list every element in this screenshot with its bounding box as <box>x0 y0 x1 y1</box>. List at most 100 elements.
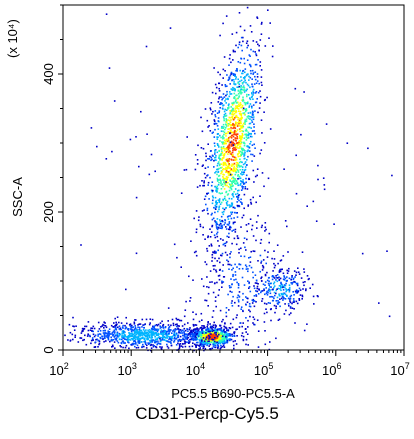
data-point <box>235 212 238 214</box>
data-point <box>178 338 181 341</box>
data-point <box>255 294 257 296</box>
data-point <box>221 252 224 255</box>
data-point <box>213 119 216 121</box>
data-point <box>206 286 208 288</box>
data-point <box>273 304 276 307</box>
data-point <box>271 55 274 58</box>
data-point <box>257 330 260 332</box>
data-point <box>222 93 225 95</box>
data-point <box>214 159 216 161</box>
data-point <box>169 341 172 343</box>
data-point <box>205 338 207 340</box>
data-point <box>133 331 136 333</box>
data-point <box>222 168 225 170</box>
data-point <box>249 218 252 220</box>
data-point <box>150 333 152 335</box>
data-point <box>305 289 307 292</box>
data-point <box>274 311 276 314</box>
data-point <box>223 325 225 328</box>
data-point <box>237 175 239 177</box>
data-point <box>221 157 224 159</box>
data-point <box>240 86 242 89</box>
data-point <box>103 321 105 323</box>
data-point <box>116 323 118 326</box>
data-point <box>202 164 204 166</box>
data-point <box>220 136 222 139</box>
data-point <box>251 302 254 304</box>
data-point <box>183 340 186 342</box>
data-point <box>285 290 288 293</box>
data-point <box>122 324 124 327</box>
data-point <box>223 329 225 332</box>
data-point <box>294 290 297 293</box>
data-point <box>280 282 282 285</box>
data-point <box>217 342 220 345</box>
data-point <box>229 83 231 85</box>
data-point <box>232 196 235 198</box>
data-point <box>183 338 186 341</box>
data-point <box>223 208 226 211</box>
data-point <box>221 282 223 284</box>
data-point <box>224 164 226 166</box>
data-point <box>220 130 223 132</box>
data-point <box>248 282 250 285</box>
data-point <box>233 96 236 98</box>
data-point <box>195 231 198 234</box>
data-point <box>159 346 161 348</box>
data-point <box>230 187 233 190</box>
data-point <box>217 249 219 252</box>
data-point <box>193 343 196 346</box>
data-point <box>241 132 244 135</box>
data-point <box>96 338 98 341</box>
data-point <box>229 334 232 336</box>
data-point <box>241 216 244 219</box>
data-point <box>240 153 243 155</box>
data-point <box>241 104 244 107</box>
data-point <box>133 343 135 345</box>
data-point <box>227 263 229 266</box>
data-point <box>296 292 299 294</box>
data-point <box>255 301 257 303</box>
data-point <box>124 334 127 336</box>
data-point <box>241 153 244 155</box>
data-point <box>238 143 241 145</box>
data-point <box>137 338 140 341</box>
data-point <box>228 119 231 122</box>
data-point <box>204 340 206 342</box>
data-point <box>216 344 219 347</box>
data-point <box>275 300 278 302</box>
data-point <box>168 326 171 328</box>
data-point <box>110 324 113 327</box>
data-point <box>245 249 247 251</box>
data-point <box>262 283 265 286</box>
data-point <box>138 331 141 333</box>
data-point <box>227 104 230 106</box>
data-point <box>268 241 270 244</box>
data-point <box>300 277 303 279</box>
data-point <box>134 345 136 348</box>
data-point <box>299 289 302 291</box>
data-point <box>243 112 246 114</box>
data-point <box>253 295 256 297</box>
data-point <box>216 337 219 339</box>
data-point <box>264 249 266 252</box>
data-point <box>240 44 243 47</box>
data-point <box>130 330 133 333</box>
data-point <box>243 91 246 93</box>
data-point <box>179 340 182 342</box>
data-point <box>177 348 180 351</box>
data-point <box>219 324 221 327</box>
data-point <box>287 297 290 300</box>
data-point <box>298 299 301 301</box>
data-point <box>295 282 298 285</box>
data-point <box>187 322 189 324</box>
data-point <box>225 151 228 153</box>
data-point <box>190 240 192 242</box>
data-point <box>250 266 253 269</box>
data-point <box>237 198 239 200</box>
data-point <box>256 16 258 18</box>
data-point <box>251 135 253 138</box>
data-point <box>246 95 248 98</box>
data-point <box>238 137 241 139</box>
data-point <box>204 176 207 179</box>
